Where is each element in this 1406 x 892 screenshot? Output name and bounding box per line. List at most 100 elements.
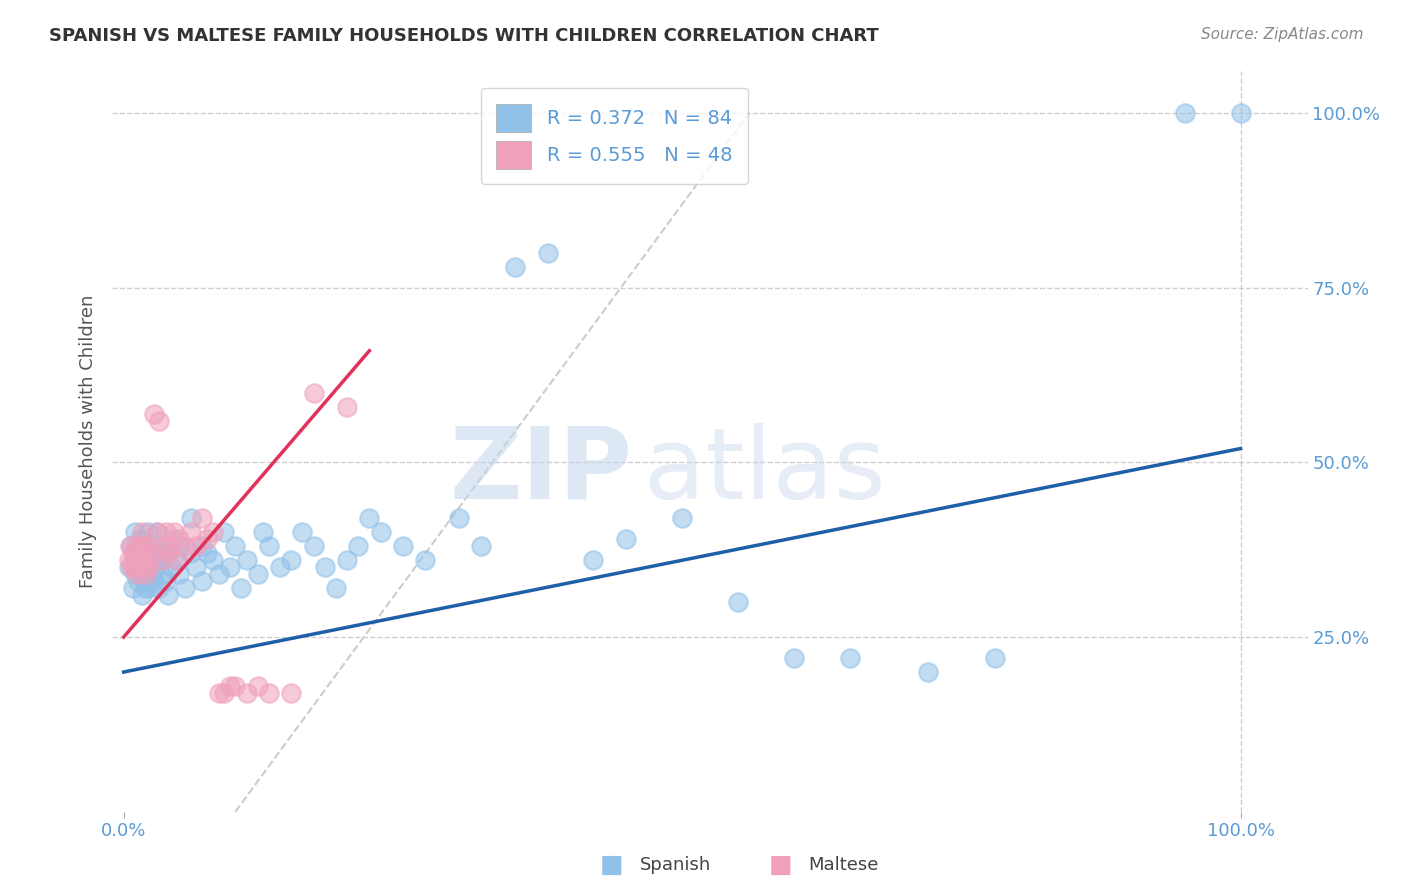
Point bbox=[159, 560, 181, 574]
Point bbox=[413, 553, 436, 567]
Point bbox=[134, 539, 156, 553]
Point bbox=[157, 588, 180, 602]
Point bbox=[152, 553, 174, 567]
Point bbox=[153, 539, 176, 553]
Point bbox=[447, 511, 470, 525]
Point bbox=[149, 567, 172, 582]
Point bbox=[129, 533, 152, 547]
Point bbox=[280, 553, 302, 567]
Point bbox=[201, 553, 224, 567]
Point bbox=[302, 539, 325, 553]
Point bbox=[163, 525, 186, 540]
Point bbox=[134, 581, 156, 595]
Point bbox=[148, 414, 170, 428]
Point bbox=[197, 533, 219, 547]
Point bbox=[1229, 106, 1251, 120]
Point bbox=[132, 560, 155, 574]
Point bbox=[157, 546, 180, 560]
Point bbox=[135, 546, 157, 560]
Point bbox=[291, 525, 314, 540]
Point bbox=[131, 553, 153, 567]
Point bbox=[124, 553, 146, 567]
Point bbox=[180, 525, 202, 540]
Point bbox=[157, 546, 180, 560]
Point bbox=[129, 560, 152, 574]
Point bbox=[118, 553, 141, 567]
Point bbox=[212, 525, 235, 540]
Point bbox=[370, 525, 392, 540]
Point bbox=[212, 686, 235, 700]
Point bbox=[131, 553, 153, 567]
Point bbox=[127, 546, 149, 560]
Point bbox=[537, 246, 560, 260]
Point bbox=[917, 665, 939, 679]
Point bbox=[125, 539, 148, 553]
Point bbox=[582, 553, 605, 567]
Point bbox=[166, 553, 188, 567]
Point bbox=[135, 553, 157, 567]
Point bbox=[252, 525, 274, 540]
Point bbox=[169, 539, 191, 553]
Point bbox=[336, 400, 359, 414]
Point bbox=[235, 553, 257, 567]
Point bbox=[1174, 106, 1197, 120]
Point bbox=[138, 581, 160, 595]
Point bbox=[131, 525, 153, 540]
Point bbox=[142, 546, 165, 560]
Point bbox=[127, 574, 149, 589]
Point bbox=[235, 686, 257, 700]
Point bbox=[218, 679, 240, 693]
Point bbox=[124, 553, 146, 567]
Text: Maltese: Maltese bbox=[808, 856, 879, 874]
Point bbox=[191, 511, 214, 525]
Text: ■: ■ bbox=[769, 854, 792, 877]
Point bbox=[121, 581, 143, 595]
Point bbox=[246, 567, 269, 582]
Point bbox=[139, 560, 162, 574]
Legend: R = 0.372   N = 84, R = 0.555   N = 48: R = 0.372 N = 84, R = 0.555 N = 48 bbox=[481, 88, 748, 185]
Point bbox=[163, 533, 186, 547]
Point bbox=[124, 539, 146, 553]
Point bbox=[186, 560, 208, 574]
Point bbox=[169, 533, 191, 547]
Point bbox=[131, 546, 153, 560]
Point bbox=[224, 679, 246, 693]
Point bbox=[136, 553, 159, 567]
Point bbox=[280, 686, 302, 700]
Point bbox=[124, 525, 146, 540]
Text: atlas: atlas bbox=[644, 423, 886, 520]
Point bbox=[141, 539, 163, 553]
Point bbox=[336, 553, 359, 567]
Point bbox=[671, 511, 693, 525]
Point bbox=[201, 525, 224, 540]
Point bbox=[142, 574, 165, 589]
Point bbox=[224, 539, 246, 553]
Point bbox=[614, 533, 637, 547]
Point bbox=[142, 407, 165, 421]
Text: Source: ZipAtlas.com: Source: ZipAtlas.com bbox=[1201, 27, 1364, 42]
Point bbox=[180, 546, 202, 560]
Point bbox=[150, 553, 173, 567]
Point bbox=[207, 686, 229, 700]
Point bbox=[186, 539, 208, 553]
Point bbox=[138, 560, 160, 574]
Point bbox=[136, 539, 159, 553]
Point bbox=[132, 567, 155, 582]
Point bbox=[503, 260, 526, 274]
Point bbox=[148, 581, 170, 595]
Text: ■: ■ bbox=[600, 854, 623, 877]
Point bbox=[155, 525, 177, 540]
Point bbox=[146, 553, 169, 567]
Point bbox=[191, 574, 214, 589]
Point bbox=[131, 588, 153, 602]
Point bbox=[122, 560, 145, 574]
Point bbox=[159, 539, 181, 553]
Point bbox=[325, 581, 347, 595]
Point bbox=[838, 651, 860, 665]
Point bbox=[129, 539, 152, 553]
Point bbox=[984, 651, 1007, 665]
Point bbox=[118, 560, 141, 574]
Point bbox=[141, 567, 163, 582]
Text: ZIP: ZIP bbox=[450, 423, 633, 520]
Point bbox=[135, 567, 157, 582]
